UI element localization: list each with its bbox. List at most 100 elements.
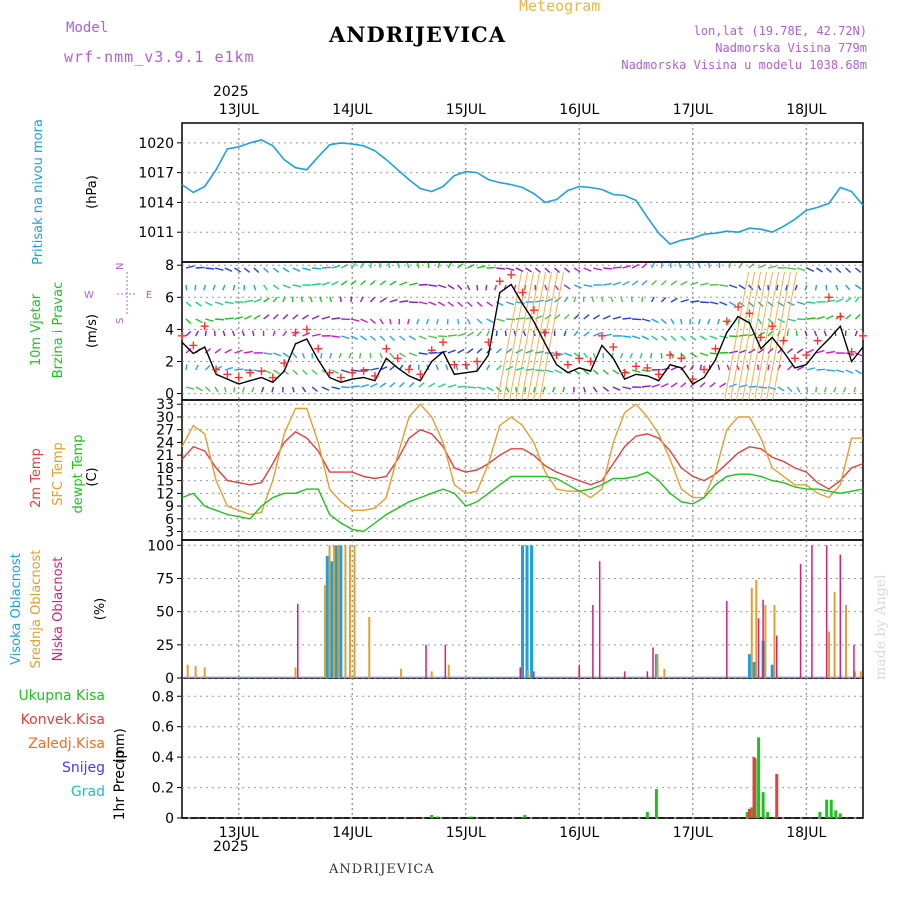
wind-vector: [282, 313, 289, 320]
lonlat: lon,lat (19.78E, 42.72N): [693, 24, 867, 38]
wind-vector: [437, 383, 446, 388]
wind-vector: [678, 262, 682, 269]
low-cloud-bar: [757, 618, 760, 678]
wind-vector: [612, 266, 622, 269]
wind-vector: [593, 332, 602, 337]
t2m-axis-label: 2m Temp: [29, 448, 44, 508]
gust-marker: [802, 351, 811, 360]
pressure-line: [181, 139, 864, 246]
wind-vector: [854, 313, 861, 320]
model-altitude: Nadmorska Visina u modelu 1038.68m: [621, 58, 867, 72]
wind-vector: [532, 386, 536, 393]
mid-cloud-bar: [854, 671, 857, 678]
gust-marker: [325, 368, 334, 377]
wind-vector: [748, 284, 754, 291]
wind-vector: [466, 331, 475, 337]
wind-vector: [784, 284, 789, 291]
wind-vector: [794, 284, 798, 291]
wind-vector: [515, 267, 524, 272]
wind-vector: [845, 297, 852, 303]
wind-vector: [660, 262, 663, 269]
wind-vector: [563, 313, 570, 320]
gust-marker: [677, 354, 686, 363]
wind-vector: [563, 296, 569, 303]
wind-vector: [534, 267, 541, 273]
mid-cloud-bar: [344, 545, 347, 678]
wind-hatch: [736, 271, 762, 401]
wind-vector: [185, 364, 188, 371]
wind-vector: [340, 263, 349, 269]
wind-vector: [717, 364, 721, 371]
wind-vector: [321, 316, 331, 320]
wind-vector: [251, 386, 255, 393]
wind-vector: [689, 335, 697, 341]
wind-vector: [670, 318, 675, 325]
wind-vector: [697, 262, 701, 269]
gust-marker: [507, 270, 516, 279]
wind-vector: [525, 349, 534, 354]
wind-vector: [455, 364, 459, 371]
wind-vector: [709, 335, 718, 340]
y-tick-label: 0.2: [152, 781, 174, 797]
wind-vector: [350, 262, 357, 269]
wind-vector: [515, 317, 525, 320]
mid-cloud-bar: [827, 631, 830, 678]
wind-vector: [826, 350, 836, 354]
wind-vector: [719, 301, 728, 306]
gust-marker: [382, 344, 391, 353]
wind-vector: [486, 364, 491, 371]
y-tick-label: 30: [156, 410, 174, 426]
wind-vector: [340, 369, 350, 374]
gust-marker: [529, 306, 538, 315]
wind-vector: [522, 330, 527, 337]
gust-marker: [461, 360, 470, 369]
total-precip-bar: [825, 799, 829, 818]
wind-vector: [329, 352, 333, 359]
high-cloud-bar: [770, 664, 774, 678]
wind-vector: [242, 386, 245, 393]
gust-marker: [234, 373, 243, 382]
wind-vector: [282, 352, 290, 358]
gust-marker: [416, 370, 425, 379]
gust-marker: [495, 277, 504, 286]
wind-vector: [350, 280, 357, 286]
wind-vector: [738, 301, 745, 307]
gust-marker: [688, 375, 697, 384]
wind-vector: [214, 348, 222, 354]
wind-vector: [243, 315, 252, 320]
gust-marker: [223, 370, 232, 379]
y-tick-label: 33: [156, 397, 174, 413]
gust-marker: [620, 368, 629, 377]
wind-vector: [544, 369, 554, 373]
wind-vector: [650, 352, 653, 359]
wind-vector: [331, 280, 339, 286]
wind-vector: [467, 264, 475, 269]
wind-vector: [738, 334, 748, 337]
wind-vector: [253, 298, 262, 303]
x-tick-label-bottom: 15JUL: [446, 825, 486, 841]
wind-vector: [728, 301, 736, 307]
y-tick-label: 18: [156, 461, 174, 477]
y-tick-label: 25: [156, 638, 174, 654]
wind-vector: [350, 385, 360, 388]
wind-vector: [622, 335, 632, 339]
mid-cloud-bar: [194, 666, 197, 678]
wind-vector: [185, 284, 188, 291]
wind-vector: [251, 330, 255, 337]
wind-vector: [786, 386, 793, 393]
page-title: ANDRIJEVICA: [329, 22, 507, 47]
wind-vector: [562, 386, 565, 393]
wind-vector: [467, 386, 477, 389]
gust-marker: [790, 354, 799, 363]
wind-vector: [418, 301, 428, 305]
wind-vector: [786, 330, 789, 337]
wind-vector: [234, 349, 243, 354]
wind-vector: [195, 318, 203, 324]
wind-vector: [185, 386, 195, 390]
wind-vector: [359, 262, 365, 269]
wind-vector: [612, 281, 621, 286]
wind-vector: [292, 267, 301, 272]
wind-vector: [457, 385, 467, 388]
wind-vector: [612, 316, 622, 320]
